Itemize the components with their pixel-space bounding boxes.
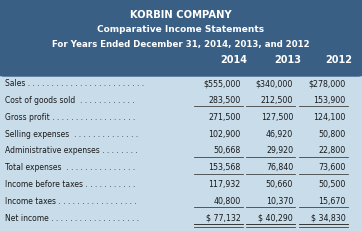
Text: 10,370: 10,370 [266, 196, 293, 205]
Text: Selling expenses  . . . . . . . . . . . . . .: Selling expenses . . . . . . . . . . . .… [5, 129, 139, 138]
Text: 212,500: 212,500 [261, 95, 293, 104]
Text: 127,500: 127,500 [261, 112, 293, 121]
Text: Net income . . . . . . . . . . . . . . . . . . .: Net income . . . . . . . . . . . . . . .… [5, 213, 139, 222]
Text: 283,500: 283,500 [209, 95, 241, 104]
Text: Administrative expenses . . . . . . . .: Administrative expenses . . . . . . . . [5, 146, 138, 155]
Text: For Years Ended December 31, 2014, 2013, and 2012: For Years Ended December 31, 2014, 2013,… [52, 40, 310, 49]
Text: 153,900: 153,900 [313, 95, 346, 104]
Text: 50,660: 50,660 [266, 179, 293, 188]
Text: 46,920: 46,920 [266, 129, 293, 138]
Text: 50,668: 50,668 [214, 146, 241, 155]
Text: 50,800: 50,800 [319, 129, 346, 138]
Text: Gross profit . . . . . . . . . . . . . . . . . .: Gross profit . . . . . . . . . . . . . .… [5, 112, 136, 121]
Text: $278,000: $278,000 [308, 79, 346, 88]
Text: $555,000: $555,000 [203, 79, 241, 88]
Text: KORBIN COMPANY: KORBIN COMPANY [130, 9, 232, 20]
Text: 117,932: 117,932 [209, 179, 241, 188]
Text: $340,000: $340,000 [256, 79, 293, 88]
Text: 153,568: 153,568 [209, 163, 241, 171]
Text: 124,100: 124,100 [313, 112, 346, 121]
Text: Cost of goods sold  . . . . . . . . . . . .: Cost of goods sold . . . . . . . . . . .… [5, 95, 135, 104]
Text: $ 40,290: $ 40,290 [258, 213, 293, 222]
Text: 2013: 2013 [274, 55, 301, 65]
Text: 2014: 2014 [220, 55, 247, 65]
Text: Income before taxes . . . . . . . . . . .: Income before taxes . . . . . . . . . . … [5, 179, 136, 188]
Text: Sales . . . . . . . . . . . . . . . . . . . . . . . . .: Sales . . . . . . . . . . . . . . . . . … [5, 79, 144, 88]
Bar [0, 70, 362, 231]
Text: Income taxes . . . . . . . . . . . . . . . . .: Income taxes . . . . . . . . . . . . . .… [5, 196, 137, 205]
FancyBboxPatch shape [0, 0, 362, 77]
Text: 22,800: 22,800 [319, 146, 346, 155]
Text: 2012: 2012 [325, 55, 352, 65]
Text: 15,670: 15,670 [318, 196, 346, 205]
Text: Total expenses  . . . . . . . . . . . . . . .: Total expenses . . . . . . . . . . . . .… [5, 163, 135, 171]
Text: 102,900: 102,900 [209, 129, 241, 138]
Text: 29,920: 29,920 [266, 146, 293, 155]
Text: 76,840: 76,840 [266, 163, 293, 171]
Text: 73,600: 73,600 [318, 163, 346, 171]
Text: $ 77,132: $ 77,132 [206, 213, 241, 222]
Text: 271,500: 271,500 [209, 112, 241, 121]
Text: Comparative Income Statements: Comparative Income Statements [97, 25, 265, 34]
Text: 50,500: 50,500 [318, 179, 346, 188]
Text: 40,800: 40,800 [214, 196, 241, 205]
Text: $ 34,830: $ 34,830 [311, 213, 346, 222]
